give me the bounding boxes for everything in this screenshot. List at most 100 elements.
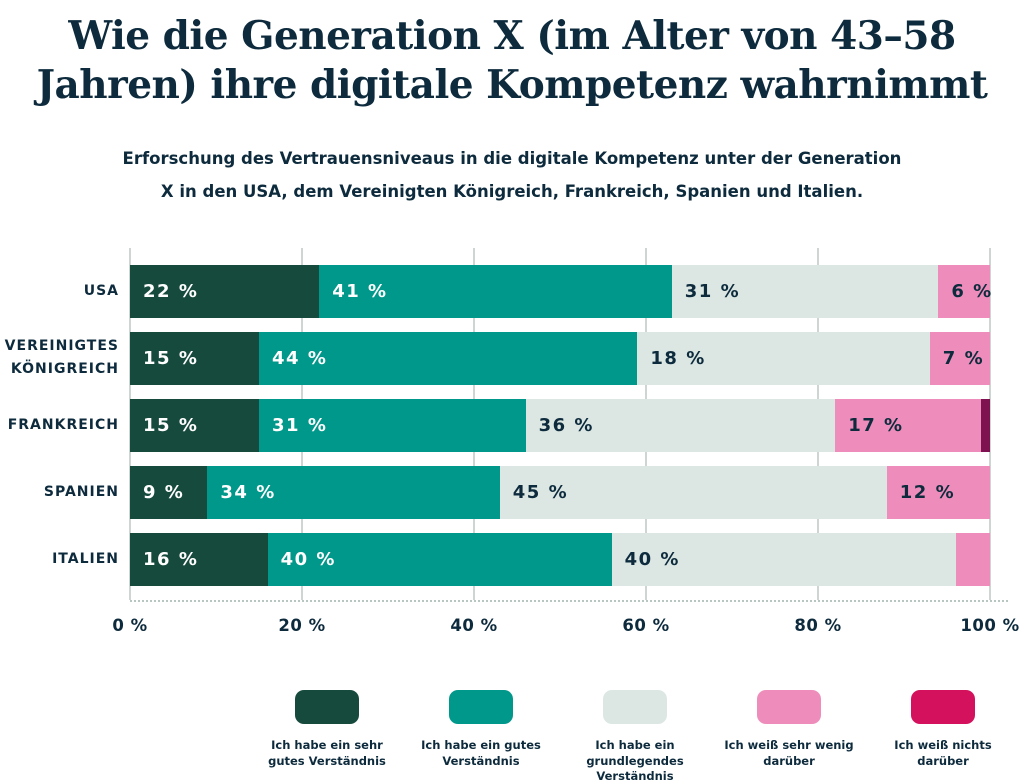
segment-value-label: 15 % [143, 415, 199, 436]
category-label-line: KÖNIGREICH [10, 361, 119, 378]
segment-value-label: 6 % [951, 281, 993, 302]
category-label-line: ITALIEN [52, 550, 119, 567]
category-label-line: FRANKREICH [7, 416, 119, 433]
bar-segment [955, 533, 990, 586]
segment-value-label: 41 % [332, 281, 388, 302]
legend-item-4: Ich weiß sehr wenig darüber [712, 690, 866, 783]
category-label: ITALIEN [52, 548, 119, 572]
stacked-bar: 15 % 31 % 36 % 17 % [130, 399, 990, 452]
bar-segment: 18 % [637, 332, 930, 385]
segment-value-label: 7 % [942, 348, 985, 369]
legend-label-line: Ich habe ein gutes [421, 738, 541, 752]
segment-value-label: 40 % [624, 549, 680, 570]
bar-row-5: ITALIEN 16 % 40 % 40 % [52, 533, 990, 586]
x-tick-label: 60 % [622, 616, 670, 635]
segment-value-label: 45 % [512, 482, 569, 503]
category-label-line: SPANIEN [43, 483, 119, 500]
bar-segment: 6 % [938, 265, 993, 318]
page-title-line-2: Jahren) ihre digitale Kompetenz wahrnimm… [36, 62, 988, 109]
stacked-bar: 15 % 44 % 18 % 7 % [130, 332, 990, 385]
bar-segment: 15 % [130, 399, 259, 452]
bar-segment: 44 % [259, 332, 638, 385]
stacked-bar: 9 % 34 % 45 % 12 % [130, 466, 990, 519]
legend-label-line: darüber [763, 753, 815, 768]
bar-segment: 17 % [835, 399, 982, 452]
legend-item-2: Ich habe ein gutes Verständnis [404, 690, 558, 783]
legend-label-line: Ich weiß sehr wenig [724, 738, 854, 752]
legend-label-line: darüber [917, 753, 969, 768]
category-label-line: USA [83, 282, 119, 299]
bar-segment: 9 % [130, 466, 208, 519]
x-tick-label: 40 % [450, 616, 498, 635]
legend-item-label: Ich weiß sehr wenig darüber [724, 738, 853, 769]
legend-item-1: Ich habe ein sehr gutes Verständnis [250, 690, 404, 783]
bar-row-3: FRANKREICH 15 % 31 % 36 % 17 % [8, 399, 990, 452]
bar-segment: 36 % [525, 399, 836, 452]
legend-swatch [295, 690, 359, 724]
category-label: FRANKREICH [8, 414, 119, 438]
category-label: USA [84, 280, 119, 304]
segment-value-label: 44 % [272, 348, 328, 369]
category-label: VEREINIGTES KÖNIGREICH [5, 335, 119, 383]
gridline-100 [989, 248, 991, 600]
bar-segment: 7 % [929, 332, 990, 385]
subtitle-line-2: X in den USA, dem Vereinigten Königreich… [160, 182, 864, 201]
segment-value-label: 18 % [650, 348, 706, 369]
bar-segment: 41 % [319, 265, 672, 318]
segment-value-label: 17 % [848, 415, 904, 436]
stacked-bar: 16 % 40 % 40 % [130, 533, 990, 586]
segment-value-label: 36 % [538, 415, 594, 436]
legend-swatch [757, 690, 821, 724]
segment-value-label: 16 % [143, 549, 199, 570]
bar-segment: 31 % [259, 399, 526, 452]
bar-rows: USA 22 % 41 % 31 % 6 % VEREINIGTES KÖNIGREICH 1… [5, 265, 993, 600]
x-axis-baseline [130, 600, 1008, 602]
segment-value-label: 31 % [272, 415, 328, 436]
stacked-bar-chart-plot-area: USA 22 % 41 % 31 % 6 % VEREINIGTES KÖNIGREICH 1… [5, 248, 1008, 602]
x-tick-label: 100 % [960, 616, 1020, 635]
segment-value-label: 12 % [899, 482, 956, 503]
legend-label-line: Ich weiß nichts [894, 738, 992, 752]
legend: Ich habe ein sehr gutes Verständnis Ich ha… [250, 690, 1020, 783]
bar-segment [981, 399, 990, 452]
segment-value-label: 9 % [143, 482, 185, 503]
legend-label-line: Verständnis [442, 753, 520, 768]
bar-row-2: VEREINIGTES KÖNIGREICH 15 % 44 % 18 % 7 % [5, 332, 990, 385]
bar-segment: 40 % [611, 533, 956, 586]
category-label-line: VEREINIGTES [4, 337, 119, 354]
legend-item-label: Ich habe ein grundlegendes Verständnis [586, 738, 683, 783]
stacked-bar: 22 % 41 % 31 % 6 % [130, 265, 993, 318]
x-tick-label: 20 % [278, 616, 326, 635]
bar-row-4: SPANIEN 9 % 34 % 45 % 12 % [44, 466, 990, 519]
legend-swatch [449, 690, 513, 724]
page-title-line-1: Wie die Generation X (im Alter von 43–58 [68, 13, 956, 59]
legend-label-line: Ich habe ein [595, 738, 675, 752]
bar-segment: 15 % [130, 332, 259, 385]
subtitle-line-1: Erforschung des Vertrauensniveaus in die… [122, 149, 902, 168]
legend-label-line: gutes Verständnis [268, 753, 386, 768]
legend-swatch [911, 690, 975, 724]
bar-segment: 40 % [267, 533, 612, 586]
page-title: Wie die Generation X (im Alter von 43–58… [0, 12, 1024, 110]
segment-value-label: 31 % [684, 281, 741, 302]
legend-item-label: Ich habe ein sehr gutes Verständnis [268, 738, 386, 769]
legend-item-5: Ich weiß nichts darüber [866, 690, 1020, 783]
category-label: SPANIEN [44, 481, 119, 505]
x-axis: 0 % 20 % 40 % 60 % 80 % 100 % [112, 616, 1019, 646]
legend-item-label: Ich weiß nichts darüber [894, 738, 991, 769]
legend-label-line: grundlegendes [586, 753, 684, 768]
segment-value-label: 40 % [280, 549, 336, 570]
x-tick-label: 80 % [794, 616, 842, 635]
bar-segment: 22 % [130, 265, 320, 318]
legend-swatch [603, 690, 667, 724]
chart-subtitle: Erforschung des Vertrauensniveaus in die… [0, 142, 1024, 208]
legend-label-line: Verständnis [596, 769, 674, 783]
legend-label-line: Ich habe ein sehr [271, 738, 383, 752]
bar-segment: 16 % [130, 533, 268, 586]
segment-value-label: 15 % [143, 348, 199, 369]
bar-segment: 34 % [207, 466, 500, 519]
bar-segment: 12 % [886, 466, 990, 519]
legend-item-label: Ich habe ein gutes Verständnis [421, 738, 541, 769]
bar-segment: 45 % [499, 466, 887, 519]
